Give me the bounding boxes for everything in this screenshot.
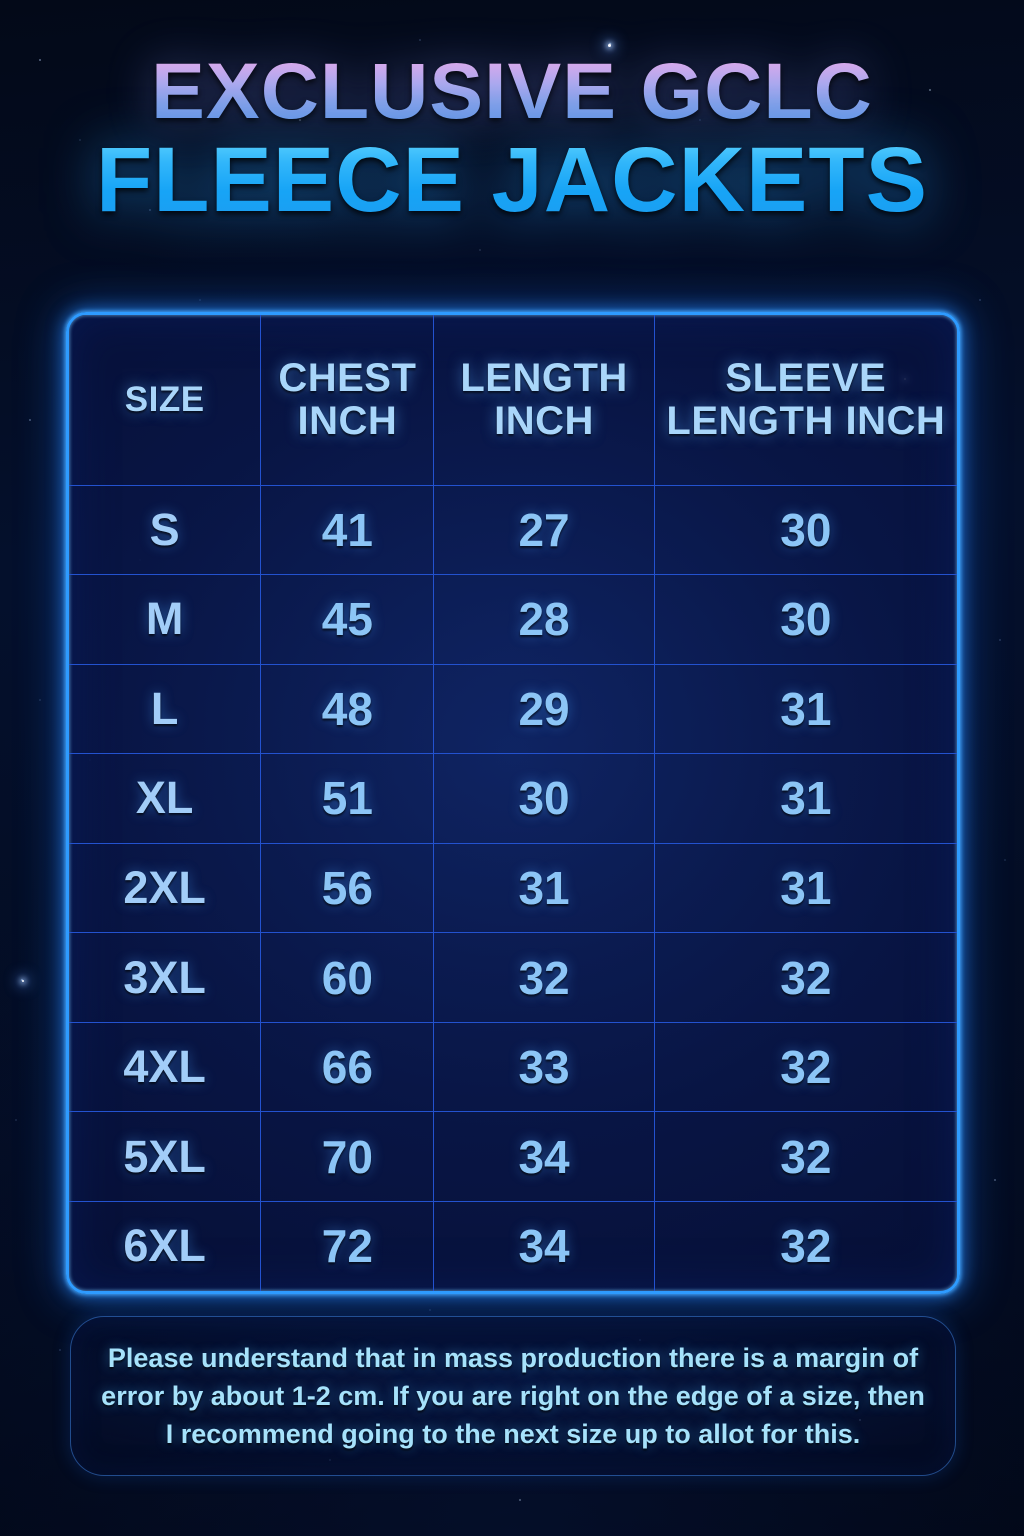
cell-size: 5XL [69, 1111, 262, 1202]
column-header-sleeve-line1: SLEEVE [725, 356, 887, 401]
table-row: M 45 28 30 [69, 574, 957, 665]
size-chart-table: SIZE CHEST INCH LENGTH INCH SLEEVE LENGT… [69, 315, 957, 1291]
size-chart-table-container: SIZE CHEST INCH LENGTH INCH SLEEVE LENGT… [66, 312, 960, 1294]
bright-star-icon [608, 44, 611, 47]
bright-star-icon [22, 980, 24, 982]
column-header-chest-line2: INCH [297, 398, 398, 443]
title-line-1: EXCLUSIVE GCLC [0, 51, 1024, 130]
table-row: L 48 29 31 [69, 664, 957, 755]
cell-sleeve: 30 [654, 485, 957, 576]
table-row: 2XL 56 31 31 [69, 843, 957, 934]
column-header-sleeve-line2: LENGTH INCH [666, 398, 946, 443]
cell-chest: 70 [260, 1111, 435, 1202]
column-header-length-line1: LENGTH [460, 356, 628, 401]
cell-chest: 56 [260, 843, 435, 934]
column-header-sleeve: SLEEVE LENGTH INCH [654, 315, 957, 486]
cell-chest: 66 [260, 1022, 435, 1113]
cell-size: L [69, 664, 262, 755]
table-row: 5XL 70 34 32 [69, 1111, 957, 1202]
table-body: S 41 27 30 M 45 28 30 L 48 29 31 [69, 485, 957, 1291]
cell-sleeve: 32 [654, 1022, 957, 1113]
cell-size: 4XL [69, 1022, 262, 1113]
cell-chest: 60 [260, 932, 435, 1023]
disclaimer-note-box: Please understand that in mass productio… [70, 1316, 956, 1476]
cell-sleeve: 31 [654, 664, 957, 755]
cell-length: 29 [433, 664, 655, 755]
table-row: 4XL 66 33 32 [69, 1022, 957, 1113]
table-row: S 41 27 30 [69, 485, 957, 576]
cell-sleeve: 31 [654, 843, 957, 934]
cell-length: 31 [433, 843, 655, 934]
column-header-length: LENGTH INCH [433, 315, 655, 486]
cell-size: 3XL [69, 932, 262, 1023]
table-header: SIZE CHEST INCH LENGTH INCH SLEEVE LENGT… [69, 315, 957, 486]
cell-chest: 51 [260, 753, 435, 844]
cell-chest: 45 [260, 574, 435, 665]
disclaimer-note-text: Please understand that in mass productio… [101, 1342, 925, 1450]
cell-length: 30 [433, 753, 655, 844]
cell-sleeve: 30 [654, 574, 957, 665]
cell-length: 28 [433, 574, 655, 665]
table-header-row: SIZE CHEST INCH LENGTH INCH SLEEVE LENGT… [69, 315, 957, 486]
cell-length: 27 [433, 485, 655, 576]
cell-chest: 41 [260, 485, 435, 576]
cell-size: 6XL [69, 1201, 262, 1291]
cell-chest: 72 [260, 1201, 435, 1291]
table-row: 6XL 72 34 32 [69, 1201, 957, 1291]
cell-size: XL [69, 753, 262, 844]
title-line-2: FLEECE JACKETS [0, 134, 1024, 226]
table-row: 3XL 60 32 32 [69, 932, 957, 1023]
table-row: XL 51 30 31 [69, 753, 957, 844]
cell-sleeve: 31 [654, 753, 957, 844]
cell-length: 34 [433, 1201, 655, 1291]
cell-chest: 48 [260, 664, 435, 755]
cell-sleeve: 32 [780, 1220, 832, 1273]
poster-headline: EXCLUSIVE GCLC FLEECE JACKETS [0, 51, 1024, 227]
cell-length: 32 [433, 932, 655, 1023]
column-header-chest-line1: CHEST [278, 356, 417, 401]
cell-sleeve: 32 [654, 932, 957, 1023]
cell-sleeve: 32 [654, 1111, 957, 1202]
column-header-chest: CHEST INCH [260, 315, 435, 486]
cell-length: 33 [433, 1022, 655, 1113]
cell-size: 2XL [69, 843, 262, 934]
cell-size: M [69, 574, 262, 665]
column-header-length-line2: INCH [494, 398, 594, 443]
column-header-size: SIZE [69, 315, 262, 486]
cell-size: S [69, 485, 262, 576]
column-header-size-line1: SIZE [124, 380, 205, 420]
cell-length: 34 [433, 1111, 655, 1202]
